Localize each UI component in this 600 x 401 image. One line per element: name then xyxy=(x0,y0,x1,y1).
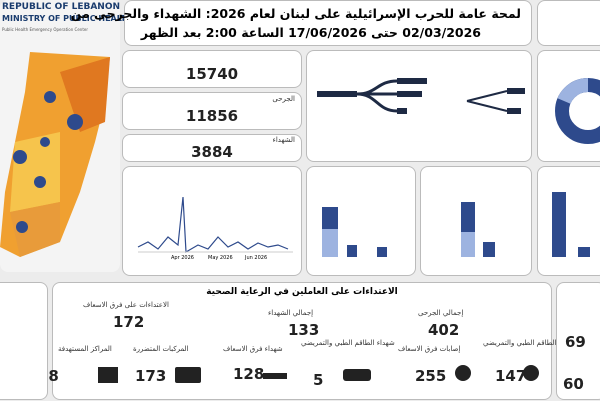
bar-chart xyxy=(322,207,387,257)
shape xyxy=(397,78,427,84)
kpi-card: 15740 xyxy=(122,50,302,88)
item-value: 5 xyxy=(313,371,324,389)
tree-card xyxy=(306,50,532,162)
kpi-card: الشهداء 3884 xyxy=(122,134,302,162)
shape xyxy=(13,150,27,164)
right-value: 69 xyxy=(565,333,586,351)
kpi-value: 11856 xyxy=(185,107,239,125)
bar-chart-card xyxy=(420,166,532,276)
x-label: May 2026 xyxy=(208,255,233,261)
shape xyxy=(455,365,471,381)
item-label: شهداء فرق الاسعاف xyxy=(223,345,283,353)
shape xyxy=(523,365,539,381)
logo-center: Public Health Emergency Operation Center xyxy=(2,27,88,32)
bar-chart xyxy=(461,202,495,257)
shape xyxy=(557,78,589,105)
kpi-label: الشهداء xyxy=(272,136,295,144)
item-label: إجمالي الشهداء xyxy=(268,309,314,317)
item-label: إصابات فرق الاسعاف xyxy=(398,345,461,353)
shape xyxy=(40,137,50,147)
bar-chart-card xyxy=(537,166,600,276)
shape xyxy=(578,247,590,257)
kpi-label: الجرحى xyxy=(272,95,295,103)
item-value: 128 xyxy=(233,365,265,383)
item-label: إجمالي الجرحى xyxy=(418,309,464,317)
donut xyxy=(555,78,600,144)
bar-chart-card xyxy=(306,166,416,276)
item-value: 147 xyxy=(495,367,527,385)
shape xyxy=(507,88,525,94)
shape xyxy=(507,108,521,114)
map xyxy=(0,52,110,257)
filter-card xyxy=(537,0,600,46)
right-value: 60 xyxy=(563,375,584,393)
map-region xyxy=(10,132,60,212)
shape xyxy=(67,114,83,130)
icons xyxy=(98,365,539,383)
shape xyxy=(466,90,508,112)
item-label: شهداء الطاقم الطبي والتمريضي xyxy=(301,339,395,347)
shape xyxy=(397,91,422,97)
map-panel: REPUBLIC OF LEBANON MINISTRY OF PUBLIC H… xyxy=(0,0,133,272)
item-value: 402 xyxy=(428,321,460,339)
shape xyxy=(377,247,387,257)
logo-country: REPUBLIC OF LEBANON xyxy=(2,2,121,12)
kpi-card: الجرحى 11856 xyxy=(122,92,302,130)
health-workers-card: الاعتداءات على العاملين في الرعاية الصحي… xyxy=(38,282,579,400)
shape xyxy=(44,91,56,103)
item-value: 173 xyxy=(135,367,167,385)
x-label: Jun 2026 xyxy=(245,255,268,261)
item-value: 133 xyxy=(288,321,320,339)
item-value: 255 xyxy=(415,367,447,385)
decomposition-tree xyxy=(317,78,525,114)
kpi-value: 15740 xyxy=(185,65,239,83)
shape xyxy=(98,367,118,383)
shape xyxy=(461,232,475,257)
right-partial-card: 69 60 xyxy=(556,282,600,400)
shape xyxy=(16,221,28,233)
item-label: الاعتداءات على فرق الاسعاف xyxy=(83,301,169,309)
item-label: المراكز المستهدفة xyxy=(58,345,112,353)
title-line1: لمحة عامة للحرب الإسرائيلية على لبنان لع… xyxy=(70,6,521,21)
bar-chart xyxy=(552,192,590,257)
shape xyxy=(552,192,566,257)
item-label: المركبات المتضررة xyxy=(133,345,189,353)
shape xyxy=(322,229,338,257)
x-label: Apr 2026 xyxy=(171,255,194,261)
line-chart-card: Apr 2026 May 2026 Jun 2026 xyxy=(122,166,302,276)
shape xyxy=(397,108,407,114)
item-value: 172 xyxy=(113,313,145,331)
header-card: لمحة عامة للحرب الإسرائيلية على لبنان لع… xyxy=(71,0,532,46)
map-pies xyxy=(13,91,83,233)
kpi-value: 3884 xyxy=(191,143,233,161)
logo-ministry: MINISTRY OF PUBLIC HEALTH xyxy=(2,14,133,23)
shape xyxy=(175,367,201,383)
shape xyxy=(343,369,371,381)
shape xyxy=(483,242,495,257)
shape xyxy=(263,373,287,379)
map-region xyxy=(10,202,60,257)
title-line2: 02/03/2026 حتى 17/06/2026 الساعة 2:00 بع… xyxy=(140,25,481,40)
shape xyxy=(34,176,46,188)
shape xyxy=(356,79,398,113)
donut-card xyxy=(537,50,600,162)
shape xyxy=(317,91,357,97)
line-chart xyxy=(137,196,293,254)
item-label: إصابات الطاقم الطبي والتمريضي xyxy=(483,339,580,347)
left-partial-card xyxy=(0,282,48,400)
map-region xyxy=(60,57,110,132)
shape xyxy=(137,196,289,254)
section-title: الاعتداءات على العاملين في الرعاية الصحي… xyxy=(206,287,398,297)
shape xyxy=(347,245,357,257)
